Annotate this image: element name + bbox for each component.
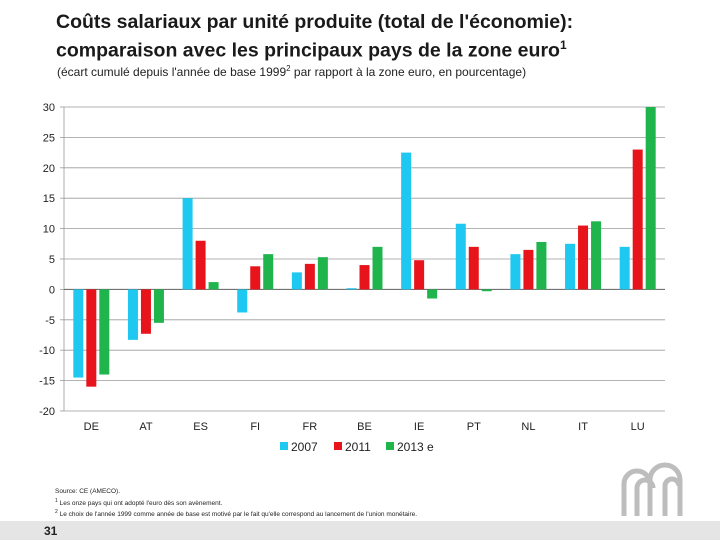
bar-at-2007 <box>127 289 138 340</box>
x-tick-label: AT <box>139 421 153 433</box>
x-tick-label: PT <box>467 421 481 433</box>
bar-at-2011 <box>140 289 151 334</box>
footnote-1-mark: 1 <box>55 497 58 504</box>
bar-es-2013-e <box>208 282 219 290</box>
x-tick-label: DE <box>84 421 99 433</box>
bar-fi-2007 <box>237 289 248 313</box>
footer-bar <box>0 521 720 540</box>
bar-pt-2011 <box>468 246 479 290</box>
y-tick-label: 10 <box>43 224 55 236</box>
bar-ie-2007 <box>401 152 412 290</box>
ecb-logo <box>621 462 683 516</box>
bar-es-2007 <box>182 198 193 290</box>
footnote-1-text: Les onze pays qui ont adopté l'euro dès … <box>57 499 223 507</box>
bar-pt-2007 <box>455 223 466 290</box>
page-number: 31 <box>44 524 58 538</box>
y-tick-label: 15 <box>43 193 55 205</box>
bar-de-2011 <box>86 289 97 387</box>
bar-be-2011 <box>359 265 370 290</box>
y-tick-label: -20 <box>39 406 55 418</box>
y-tick-label: -10 <box>39 345 55 357</box>
footnote-2: 2 Le choix de l'année 1999 comme année d… <box>55 508 417 520</box>
x-tick-label: LU <box>631 421 645 433</box>
title-line-2-text: comparaison avec les principaux pays de … <box>56 39 560 62</box>
bar-fr-2011 <box>304 263 315 290</box>
legend-swatch <box>280 442 288 450</box>
legend-label: 2011 <box>345 440 371 454</box>
bar-es-2011 <box>195 240 206 290</box>
bar-de-2007 <box>73 289 84 378</box>
chart-subtitle: (écart cumulé depuis l'année de base 199… <box>57 64 526 79</box>
y-tick-label: 0 <box>49 284 55 296</box>
logo-arch-middle <box>647 462 683 516</box>
bar-lu-2011 <box>632 149 643 290</box>
legend-swatch <box>386 442 394 450</box>
bar-fi-2011 <box>250 266 261 290</box>
bar-it-2007 <box>565 243 576 290</box>
bar-nl-2011 <box>523 249 534 290</box>
bar-pt-2013-e <box>481 289 492 292</box>
bar-at-2013-e <box>153 289 164 323</box>
x-tick-label: BE <box>357 421 372 433</box>
y-tick-label: 25 <box>43 132 55 144</box>
y-tick-label: 20 <box>43 163 55 175</box>
bar-de-2013-e <box>99 289 110 375</box>
bar-lu-2013-e <box>645 107 656 290</box>
chart-title: Coûts salariaux par unité produite (tota… <box>56 11 696 63</box>
legend-label: 2007 <box>291 440 318 454</box>
x-tick-label: ES <box>193 421 208 433</box>
y-tick-label: 5 <box>49 254 55 266</box>
bar-it-2013-e <box>591 221 602 290</box>
title-line-2: comparaison avec les principaux pays de … <box>56 34 696 63</box>
title-line-1: Coûts salariaux par unité produite (tota… <box>56 11 574 33</box>
bar-nl-2007 <box>510 254 521 290</box>
legend-swatch <box>334 442 342 450</box>
subtitle-post: par rapport à la zone euro, en pourcenta… <box>290 65 527 79</box>
x-tick-label: IE <box>414 421 424 433</box>
legend-label: 2013 e <box>397 440 434 454</box>
x-tick-label: FR <box>303 421 318 433</box>
bar-fr-2013-e <box>317 257 328 290</box>
bar-chart: 30 25 20 15 10 5 0 -5 -10 -15 -20 DE AT ES FI FR BE IE PT N… <box>39 102 665 454</box>
subtitle-footnote-mark: 2 <box>286 64 291 73</box>
bar-lu-2007 <box>619 246 630 290</box>
bar-be-2013-e <box>372 246 383 290</box>
bar-nl-2013-e <box>536 241 547 290</box>
logo-arch-inner-right <box>662 476 682 516</box>
footnote-2-mark: 2 <box>55 509 58 516</box>
y-tick-label: 30 <box>43 102 55 114</box>
source-note: Source: CE (AMECO). <box>55 488 121 495</box>
bar-fr-2007 <box>291 272 302 290</box>
logo-arch-inner <box>634 477 656 516</box>
bar-it-2011 <box>578 225 589 290</box>
bar-ie-2011 <box>414 260 425 290</box>
title-footnote-mark: 1 <box>559 38 567 52</box>
x-tick-label: NL <box>521 421 535 433</box>
bar-be-2007 <box>346 288 357 290</box>
footnote-1: 1 Les onze pays qui ont adopté l'euro dè… <box>55 497 417 509</box>
footnote-2-text: Le choix de l'année 1999 comme année de … <box>57 511 418 519</box>
y-tick-label: -15 <box>39 376 55 388</box>
subtitle-pre: (écart cumulé depuis l'année de base 199… <box>57 65 287 79</box>
x-tick-label: IT <box>578 421 588 433</box>
bar-fi-2013-e <box>263 254 274 290</box>
bar-ie-2013-e <box>427 289 438 299</box>
x-tick-label: FI <box>250 421 260 433</box>
footnotes: Source: CE (AMECO). 1 Les onze pays qui … <box>55 488 417 520</box>
y-tick-label: -5 <box>45 315 55 327</box>
